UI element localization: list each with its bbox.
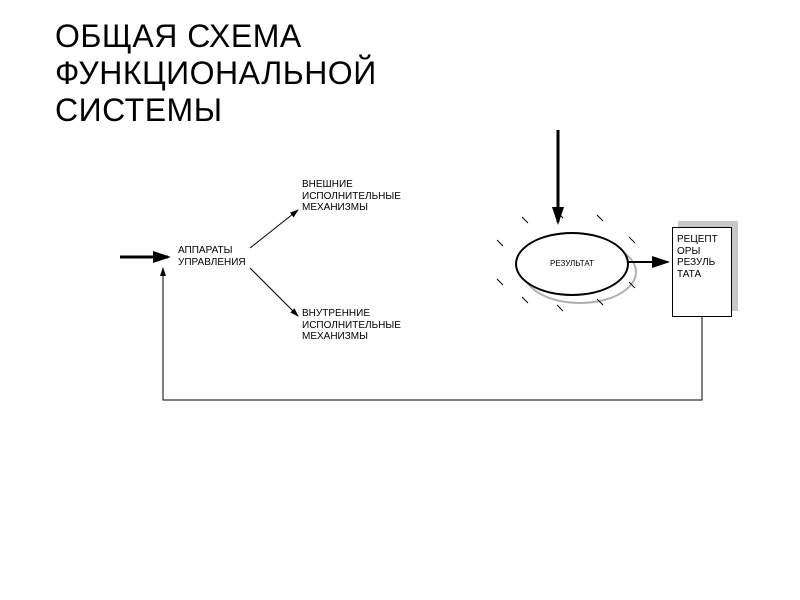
label-internal-mech: ВНУТРЕННИЕИСПОЛНИТЕЛЬНЫЕМЕХАНИЗМЫ: [302, 308, 401, 343]
label-result: РЕЗУЛЬТАТ: [550, 259, 594, 268]
node-receptors: РЕЦЕПТОРЫРЕЗУЛЬТАТА: [672, 227, 732, 317]
label-external-mech: ВНЕШНИЕИСПОЛНИТЕЛЬНЫЕМЕХАНИЗМЫ: [302, 179, 401, 214]
diagram-canvas: ОБЩАЯ СХЕМАФУНКЦИОНАЛЬНОЙСИСТЕМЫ АППАРАТ…: [0, 0, 800, 600]
node-result: РЕЗУЛЬТАТ: [515, 232, 629, 296]
page-title: ОБЩАЯ СХЕМАФУНКЦИОНАЛЬНОЙСИСТЕМЫ: [55, 18, 377, 128]
arrow-to-external: [250, 210, 298, 248]
arrow-to-internal: [250, 268, 298, 316]
label-apparatus: АППАРАТЫУПРАВЛЕНИЯ: [178, 245, 246, 268]
label-receptors: РЕЦЕПТОРЫРЕЗУЛЬТАТА: [677, 234, 727, 280]
